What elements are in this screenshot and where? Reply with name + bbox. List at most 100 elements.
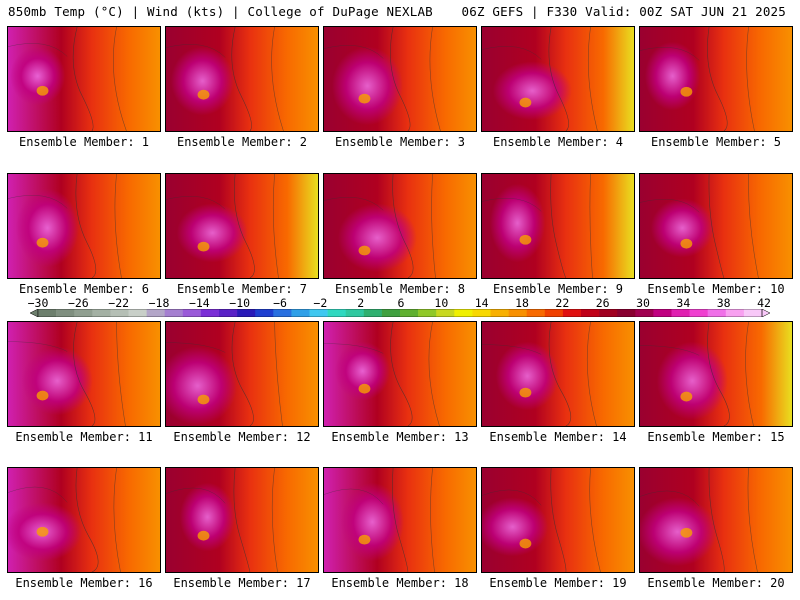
temperature-field-map	[324, 322, 476, 426]
temperature-field-map	[166, 27, 318, 131]
colorbar-tick-label: −30	[27, 296, 49, 310]
temperature-field-map	[166, 468, 318, 572]
colorbar-tick-label: −22	[108, 296, 130, 310]
temperature-field-map	[640, 27, 792, 131]
temperature-field-map	[8, 174, 160, 278]
ensemble-member-label: Ensemble Member: 20	[647, 576, 785, 590]
colorbar-tick-label: 22	[555, 296, 570, 310]
colorbar-segment	[671, 309, 690, 317]
header-title: 850mb Temp (°C) | Wind (kts) | College o…	[8, 4, 433, 19]
colorbar-segment	[92, 309, 111, 317]
colorbar-segment	[707, 309, 727, 317]
colorbar-segment	[164, 309, 184, 317]
colorbar-segment	[128, 309, 147, 317]
ensemble-member-label: Ensemble Member: 10	[647, 282, 785, 296]
colorbar-segment	[725, 309, 745, 317]
ensemble-map-panel	[165, 173, 319, 279]
colorbar-segment	[490, 309, 509, 317]
colorbar-tick-label: −2	[313, 296, 328, 310]
colorbar-tick-label: 42	[757, 296, 771, 310]
temperature-field-map	[640, 322, 792, 426]
temperature-field-map	[482, 174, 634, 278]
colorbar-segment	[635, 309, 654, 317]
ensemble-member-label: Ensemble Member: 7	[176, 282, 308, 296]
colorbar-segment	[309, 309, 328, 317]
temperature-field-map	[8, 468, 160, 572]
ensemble-member-label: Ensemble Member: 12	[173, 430, 311, 444]
ensemble-map-panel	[481, 26, 635, 132]
temperature-field-map	[166, 174, 318, 278]
temperature-field-map	[324, 174, 476, 278]
colorbar-segment	[237, 309, 256, 317]
colorbar-tick-label: 10	[434, 296, 449, 310]
ensemble-map-panel	[481, 467, 635, 573]
temperature-field-map	[324, 468, 476, 572]
colorbar-segment	[182, 309, 202, 317]
temperature-field-map	[640, 174, 792, 278]
temperature-field-map	[640, 468, 792, 572]
colorbar-tick-label: 26	[595, 296, 610, 310]
ensemble-map-panel	[165, 321, 319, 427]
ensemble-member-label: Ensemble Member: 8	[334, 282, 466, 296]
colorbar-tick-label: −10	[229, 296, 251, 310]
ensemble-member-label: Ensemble Member: 6	[18, 282, 150, 296]
ensemble-map-panel	[165, 26, 319, 132]
ensemble-member-label: Ensemble Member: 14	[489, 430, 627, 444]
temperature-field-map	[8, 322, 160, 426]
ensemble-member-label: Ensemble Member: 2	[176, 135, 308, 149]
colorbar-tick-label: −6	[273, 296, 287, 310]
colorbar-segment	[526, 309, 546, 317]
ensemble-map-panel	[7, 26, 161, 132]
colorbar-max-arrow	[761, 309, 770, 317]
colorbar-segment	[291, 309, 310, 317]
ensemble-member-label: Ensemble Member: 18	[331, 576, 469, 590]
temperature-field-map	[166, 322, 318, 426]
colorbar-tick-label: 30	[636, 296, 650, 310]
ensemble-member-label: Ensemble Member: 11	[15, 430, 153, 444]
colorbar-segment	[363, 309, 383, 317]
colorbar-segment	[255, 309, 274, 317]
colorbar-segment	[508, 309, 527, 317]
ensemble-member-label: Ensemble Member: 1	[18, 135, 150, 149]
colorbar-segment	[327, 309, 346, 317]
ensemble-map-panel	[323, 321, 477, 427]
colorbar-segment	[345, 309, 365, 317]
ensemble-map-panel	[323, 26, 477, 132]
colorbar-tick-label: 38	[716, 296, 731, 310]
ensemble-member-label: Ensemble Member: 19	[489, 576, 627, 590]
ensemble-map-panel	[481, 321, 635, 427]
colorbar-labels: −30 −26 −22 −18 −14 −10 −6 −2 2 6 10 14 18 22 26 30 34 38…	[0, 296, 800, 310]
colorbar-segment	[599, 309, 618, 317]
colorbar-tick-label: 34	[676, 296, 691, 310]
colorbar-segment	[544, 309, 564, 317]
colorbar-segment	[38, 309, 57, 317]
colorbar-tick-label: 6	[397, 296, 405, 310]
colorbar-segment	[273, 309, 292, 317]
ensemble-member-label: Ensemble Member: 16	[15, 576, 153, 590]
colorbar-segment	[418, 309, 437, 317]
temperature-field-map	[8, 27, 160, 131]
temperature-field-map	[482, 468, 634, 572]
temperature-field-map	[482, 322, 634, 426]
ensemble-map-panel	[639, 467, 793, 573]
ensemble-map-panel	[481, 173, 635, 279]
ensemble-member-label: Ensemble Member: 9	[492, 282, 624, 296]
colorbar-segment	[653, 309, 672, 317]
colorbar-segment	[743, 309, 763, 317]
ensemble-member-label: Ensemble Member: 15	[647, 430, 785, 444]
ensemble-member-label: Ensemble Member: 4	[492, 135, 624, 149]
colorbar-segment	[617, 309, 636, 317]
colorbar-segment	[689, 309, 708, 317]
colorbar-tick-label: 18	[515, 296, 529, 310]
ensemble-map-panel	[639, 26, 793, 132]
colorbar-segment	[74, 309, 93, 317]
colorbar-tick-label: −14	[188, 296, 210, 310]
colorbar-segment	[110, 309, 129, 317]
colorbar-segment	[436, 309, 455, 317]
ensemble-member-label: Ensemble Member: 3	[334, 135, 466, 149]
colorbar-segment	[454, 309, 473, 317]
colorbar-segment	[146, 309, 165, 317]
temperature-colorbar	[30, 309, 770, 317]
colorbar-tick-label: 14	[474, 296, 489, 310]
ensemble-map-panel	[323, 467, 477, 573]
